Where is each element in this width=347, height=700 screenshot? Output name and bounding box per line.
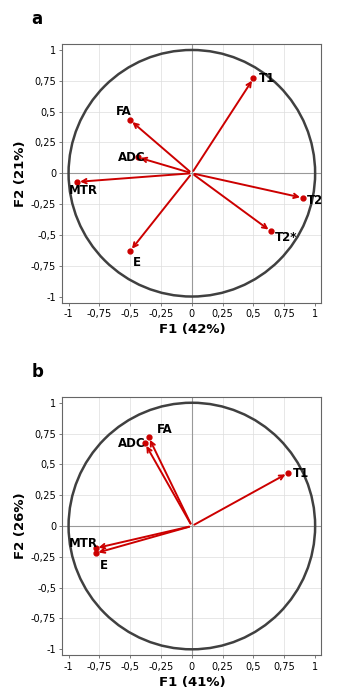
Text: FA: FA [157, 424, 173, 436]
Text: b: b [31, 363, 43, 381]
Text: MTR: MTR [69, 184, 98, 197]
Text: MTR: MTR [69, 537, 98, 550]
X-axis label: F1 (41%): F1 (41%) [159, 676, 225, 689]
Text: T2: T2 [306, 194, 323, 207]
Text: ADC: ADC [118, 150, 145, 164]
Text: FA: FA [116, 105, 131, 118]
Text: T2*: T2* [274, 231, 297, 244]
X-axis label: F1 (42%): F1 (42%) [159, 323, 225, 336]
Text: ADC: ADC [118, 437, 145, 450]
Text: E: E [133, 256, 141, 269]
Text: T1: T1 [259, 72, 275, 85]
Y-axis label: F2 (26%): F2 (26%) [14, 493, 27, 559]
Y-axis label: F2 (21%): F2 (21%) [14, 140, 27, 206]
Text: a: a [31, 10, 42, 28]
Text: E: E [99, 559, 107, 572]
Text: T1: T1 [293, 466, 309, 480]
